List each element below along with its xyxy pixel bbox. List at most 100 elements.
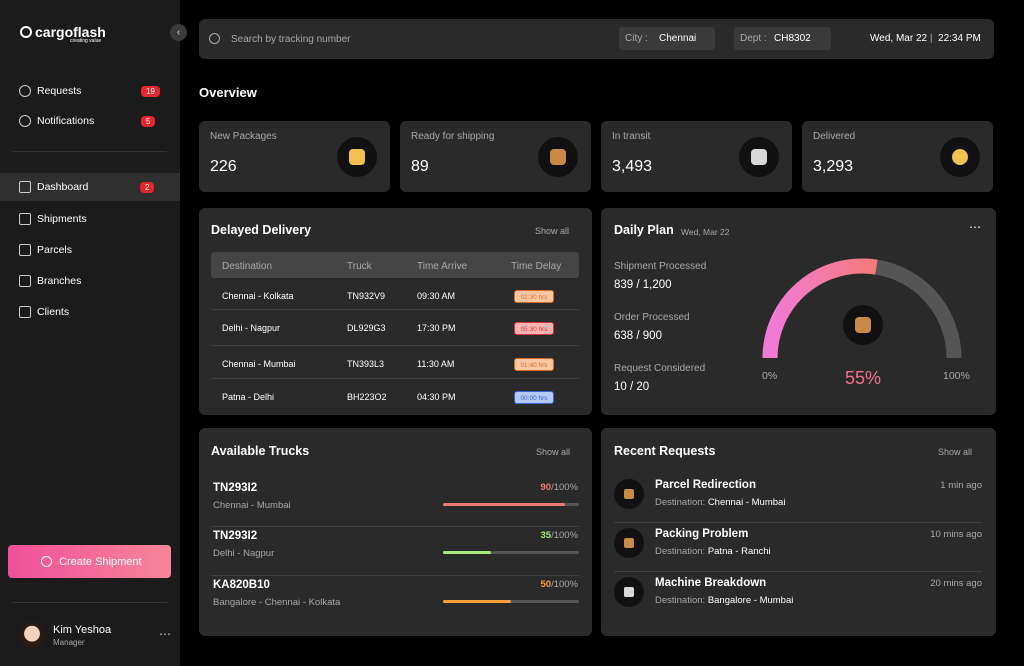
nav-icon — [19, 85, 31, 97]
destination-label: Destination: — [655, 546, 706, 557]
load-track — [443, 503, 579, 506]
show-all[interactable]: Show all — [938, 447, 973, 457]
row-divider — [211, 575, 579, 576]
table-header — [211, 252, 579, 278]
gauge-label: 55% — [845, 368, 882, 388]
truck-id: TN293I2 — [213, 530, 258, 542]
truck-route: Delhi - Nagpur — [213, 548, 275, 559]
delay-badge: 02:30 hrs — [514, 290, 554, 303]
stat-value: 10 / 20 — [614, 381, 650, 393]
destination-label: Destination: — [655, 497, 706, 508]
avatar — [19, 622, 45, 648]
user-menu[interactable]: ⋯ — [159, 627, 171, 641]
more-menu[interactable]: ⋯ — [969, 220, 981, 234]
truck-route: Chennai - Mumbai — [213, 500, 291, 511]
nav-badge: 19 — [141, 86, 160, 97]
cell: TN393L3 — [347, 359, 385, 369]
brand-tagline: creating value — [70, 38, 102, 44]
nav-icon — [19, 306, 31, 318]
nav-icon — [19, 275, 31, 287]
nav-badge: 5 — [141, 116, 156, 127]
trucks-title: Available Trucks — [211, 444, 310, 458]
cell: DL929G3 — [347, 323, 386, 333]
stat-value: 3,293 — [813, 158, 854, 175]
delayed-panel — [199, 208, 592, 415]
create-shipment-button[interactable] — [8, 545, 171, 578]
row-divider — [614, 571, 982, 572]
nav-label[interactable]: Parcels — [37, 244, 73, 256]
request-icon — [614, 528, 644, 558]
cell: 09:30 AM — [417, 291, 456, 301]
nav-label[interactable]: Requests — [37, 85, 82, 97]
logo-mark — [20, 26, 32, 38]
nav-icon — [19, 115, 31, 127]
time-text: 22:34 PM — [938, 33, 981, 44]
nav-label[interactable]: Branches — [37, 275, 82, 287]
cell: Chennai - Kolkata — [222, 291, 294, 301]
request-time: 1 min ago — [940, 480, 982, 491]
request-title: Packing Problem — [655, 528, 749, 540]
show-all[interactable]: Show all — [536, 447, 571, 457]
stat-value: 839 / 1,200 — [614, 279, 672, 291]
request-title: Machine Breakdown — [655, 577, 767, 589]
nav-label[interactable]: Dashboard — [37, 181, 89, 193]
cell: 04:30 PM — [417, 392, 456, 402]
search-placeholder[interactable]: Search by tracking number — [231, 34, 351, 45]
request-time: 10 mins ago — [930, 529, 982, 540]
stat-value: 89 — [411, 158, 429, 175]
truck-id: TN293I2 — [213, 482, 258, 494]
requests-title: Recent Requests — [614, 444, 716, 458]
truck-load: 35/100% — [540, 530, 578, 541]
load-value: 35 — [540, 530, 552, 541]
overview-title: Overview — [199, 85, 257, 100]
load-suffix: /100% — [551, 482, 578, 493]
date: Wed, Mar 22 | 22:34 PM — [870, 33, 981, 44]
stat-value: 226 — [210, 158, 237, 175]
filter[interactable] — [734, 27, 831, 50]
column-header: Time Delay — [511, 261, 562, 272]
gauge-max: 100% — [943, 370, 970, 382]
requests-panel — [601, 428, 996, 636]
stat-label: In transit — [612, 131, 651, 142]
column-header: Destination — [222, 261, 273, 272]
create-label: Create Shipment — [59, 556, 142, 568]
daily-plan-panel — [601, 208, 996, 415]
load-suffix: /100% — [551, 530, 578, 541]
truck-load: 50/100% — [540, 579, 578, 590]
filter[interactable] — [619, 27, 715, 50]
delayed-title: Delayed Delivery — [211, 223, 312, 237]
collapse-button[interactable]: ‹ — [170, 24, 187, 41]
truck-id: KA820B10 — [213, 579, 270, 591]
request-icon — [614, 479, 644, 509]
plus-icon — [41, 556, 52, 567]
load-value: 50 — [540, 579, 552, 590]
truck-load: 90/100% — [540, 482, 578, 493]
nav-label[interactable]: Clients — [37, 306, 70, 318]
stat-value: 3,493 — [612, 158, 653, 175]
stat-label: New Packages — [210, 131, 277, 142]
nav-label[interactable]: Notifications — [37, 115, 95, 127]
nav-icon — [19, 244, 31, 256]
user-role: Manager — [53, 638, 85, 647]
load-track — [443, 551, 579, 554]
load-value: 90 — [540, 482, 552, 493]
nav-icon — [19, 181, 31, 193]
request-destination: Destination: Patna - Ranchi — [655, 546, 771, 557]
request-title: Parcel Redirection — [655, 479, 756, 491]
delay-badge: 05:30 hrs — [514, 322, 554, 335]
destination-value: Patna - Ranchi — [707, 546, 771, 557]
load-bar — [443, 600, 511, 603]
stat-label: Shipment Processed — [614, 261, 707, 272]
request-destination: Destination: Chennai - Mumbai — [655, 497, 785, 508]
destination-label: Destination: — [655, 595, 706, 606]
cell: Delhi - Nagpur — [222, 323, 281, 333]
filter-value: CH8302 — [774, 33, 811, 44]
nav-label[interactable]: Shipments — [37, 213, 87, 225]
cell: TN932V9 — [347, 291, 386, 301]
search-icon — [209, 33, 220, 44]
row-divider — [211, 526, 579, 527]
show-all[interactable]: Show all — [535, 226, 570, 236]
stat-label: Delivered — [813, 131, 856, 142]
load-bar — [443, 503, 566, 506]
